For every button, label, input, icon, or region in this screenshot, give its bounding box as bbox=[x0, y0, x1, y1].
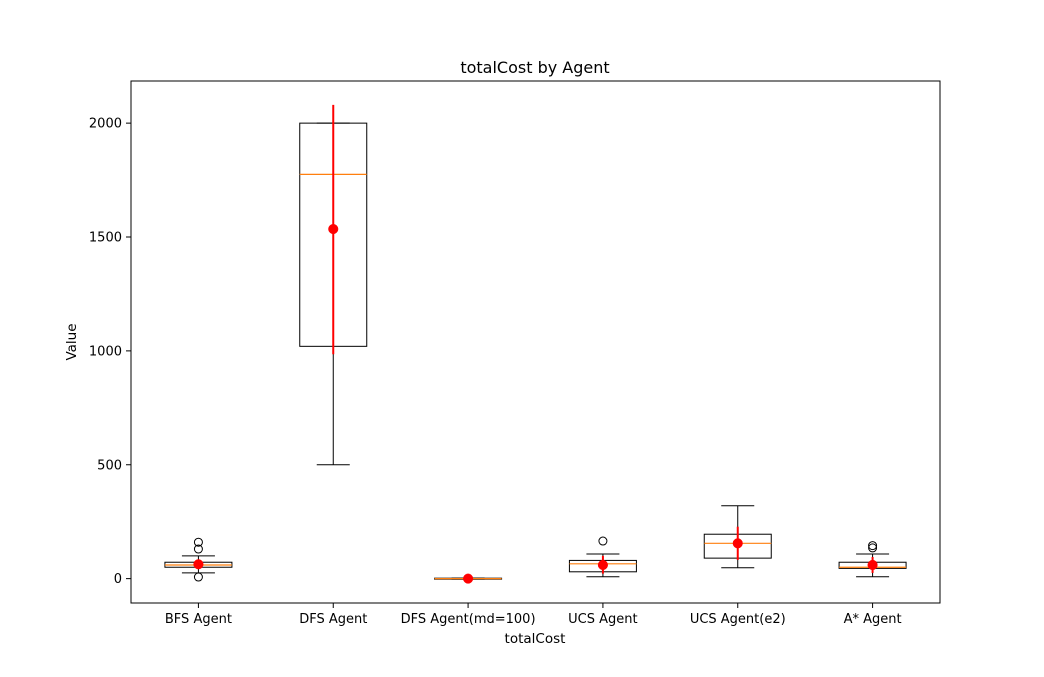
x-axis-label: totalCost bbox=[505, 631, 566, 647]
y-tick-label: 1000 bbox=[89, 344, 122, 359]
outlier-point bbox=[193, 572, 203, 582]
y-tick-label: 1500 bbox=[89, 231, 122, 246]
axes-frame bbox=[130, 80, 941, 604]
outlier-point bbox=[193, 537, 203, 547]
y-tick-label: 500 bbox=[97, 458, 122, 473]
mean-point bbox=[597, 559, 608, 571]
x-tick-label: UCS Agent(e2) bbox=[690, 612, 786, 627]
chart-title: totalCost by Agent bbox=[460, 58, 609, 77]
mean-point bbox=[732, 538, 743, 549]
outlier-point bbox=[598, 536, 608, 546]
outlier-point bbox=[868, 543, 878, 553]
x-tick-label: BFS Agent bbox=[165, 612, 232, 627]
mean-point bbox=[193, 559, 204, 570]
x-tick-label: UCS Agent bbox=[568, 612, 637, 627]
plot-area: 0 500 1000 1500 2000 BFS Agent DFS Agent DFS Ag… bbox=[89, 104, 907, 627]
outlier-point bbox=[868, 541, 878, 551]
y-tick-label: 0 bbox=[114, 572, 122, 587]
x-tick-label: DFS Agent bbox=[299, 612, 367, 627]
y-axis-label: Value bbox=[64, 323, 80, 360]
outlier-point bbox=[193, 544, 203, 554]
mean-point bbox=[328, 223, 339, 235]
x-tick-label: DFS Agent(md=100) bbox=[401, 612, 536, 627]
y-tick-label: 2000 bbox=[89, 117, 122, 132]
mean-point bbox=[463, 573, 474, 584]
mean-point bbox=[867, 559, 878, 571]
x-tick-label: A* Agent bbox=[844, 612, 902, 627]
